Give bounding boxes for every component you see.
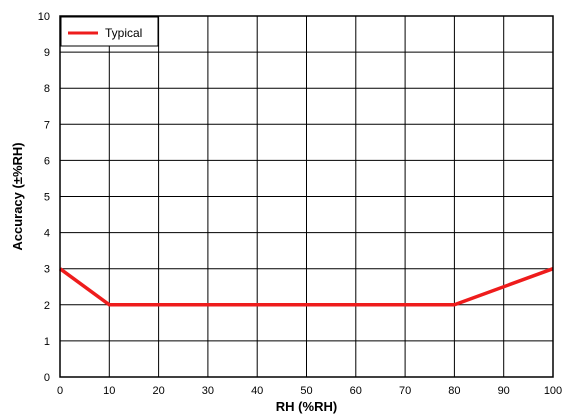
series-line-typical — [58, 267, 554, 307]
x-tick-label-60: 60 — [350, 385, 362, 397]
legend: Typical — [60, 16, 159, 47]
y-tick-label-8: 8 — [44, 83, 50, 95]
x-tick-labels: 0 10 20 30 40 50 60 70 80 90 100 — [57, 385, 562, 397]
y-tick-labels: 0 1 2 3 4 5 6 7 8 9 10 — [38, 11, 50, 384]
y-axis-label: Accuracy (±%RH) — [10, 142, 25, 250]
y-tick-label-6: 6 — [44, 155, 50, 167]
x-tick-label-90: 90 — [498, 385, 510, 397]
x-tick-label-80: 80 — [448, 385, 460, 397]
y-tick-label-9: 9 — [44, 47, 50, 59]
y-tick-label-0: 0 — [44, 372, 50, 384]
y-tick-label-4: 4 — [44, 228, 50, 240]
x-tick-label-30: 30 — [202, 385, 214, 397]
x-tick-label-0: 0 — [57, 385, 63, 397]
y-tick-label-10: 10 — [38, 11, 50, 23]
x-tick-label-20: 20 — [152, 385, 164, 397]
y-tick-label-1: 1 — [44, 336, 50, 348]
legend-label-typical: Typical — [105, 26, 142, 40]
grid-lines — [59, 15, 554, 378]
y-tick-label-2: 2 — [44, 300, 50, 312]
x-tick-label-100: 100 — [544, 385, 562, 397]
x-axis-label: RH (%RH) — [276, 399, 337, 414]
y-tick-label-7: 7 — [44, 119, 50, 131]
series-lines — [58, 267, 554, 307]
y-tick-label-5: 5 — [44, 192, 50, 204]
plot-frame — [59, 15, 554, 378]
y-tick-label-3: 3 — [44, 264, 50, 276]
x-tick-label-40: 40 — [251, 385, 263, 397]
x-tick-label-50: 50 — [300, 385, 312, 397]
x-tick-label-70: 70 — [399, 385, 411, 397]
x-tick-label-10: 10 — [103, 385, 115, 397]
